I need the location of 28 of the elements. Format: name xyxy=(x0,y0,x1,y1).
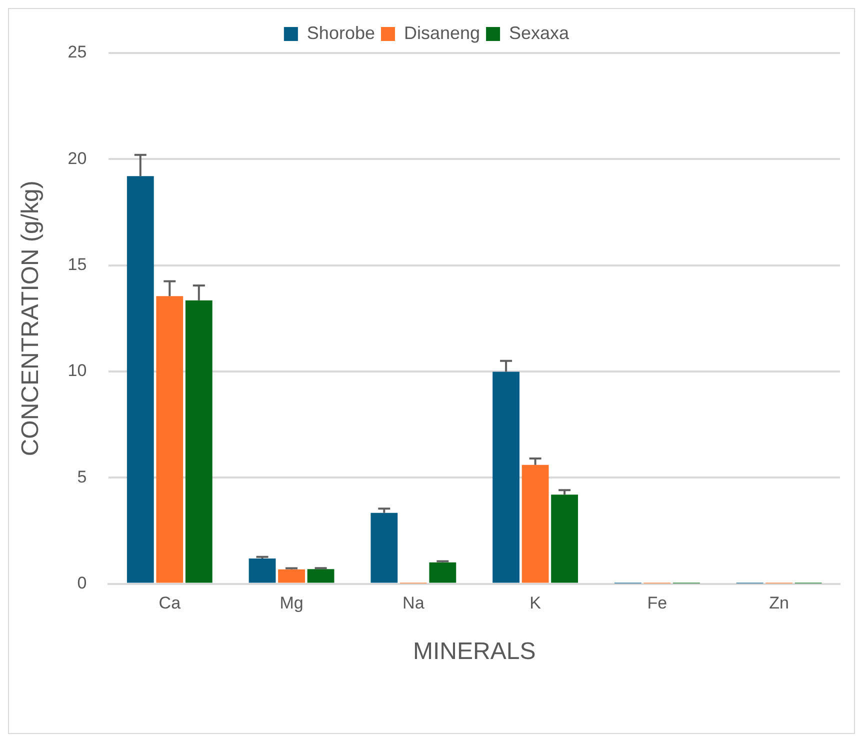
y-tick-label: 25 xyxy=(68,42,87,62)
y-axis-title: CONCENTRATION (g/kg) xyxy=(17,180,44,456)
x-tick-label: Fe xyxy=(647,594,668,613)
bar xyxy=(522,464,549,583)
bar xyxy=(370,512,398,583)
bar xyxy=(551,494,578,583)
x-tick-label: Ca xyxy=(158,594,182,613)
legend-label: Sexaxa xyxy=(509,22,570,43)
bar xyxy=(278,569,305,583)
y-tick-label: 0 xyxy=(77,573,87,592)
bar xyxy=(156,296,184,583)
y-tick-label: 10 xyxy=(68,361,87,380)
bar xyxy=(429,562,456,583)
x-tick-label: Zn xyxy=(769,594,789,613)
x-axis-title: MINERALS xyxy=(413,638,536,666)
y-tick-label: 20 xyxy=(68,148,87,168)
y-tick-label: 5 xyxy=(77,467,87,486)
bar xyxy=(185,300,212,583)
bar xyxy=(248,558,276,583)
bar xyxy=(126,176,154,583)
bar xyxy=(492,372,520,583)
legend-label: Disaneng xyxy=(404,22,480,43)
y-tick-label: 15 xyxy=(68,255,87,274)
x-tick-label: Na xyxy=(402,594,425,613)
bar xyxy=(307,569,334,583)
legend-label: Shorobe xyxy=(306,22,375,43)
x-tick-label: Mg xyxy=(280,594,304,613)
x-tick-label: K xyxy=(530,594,542,613)
